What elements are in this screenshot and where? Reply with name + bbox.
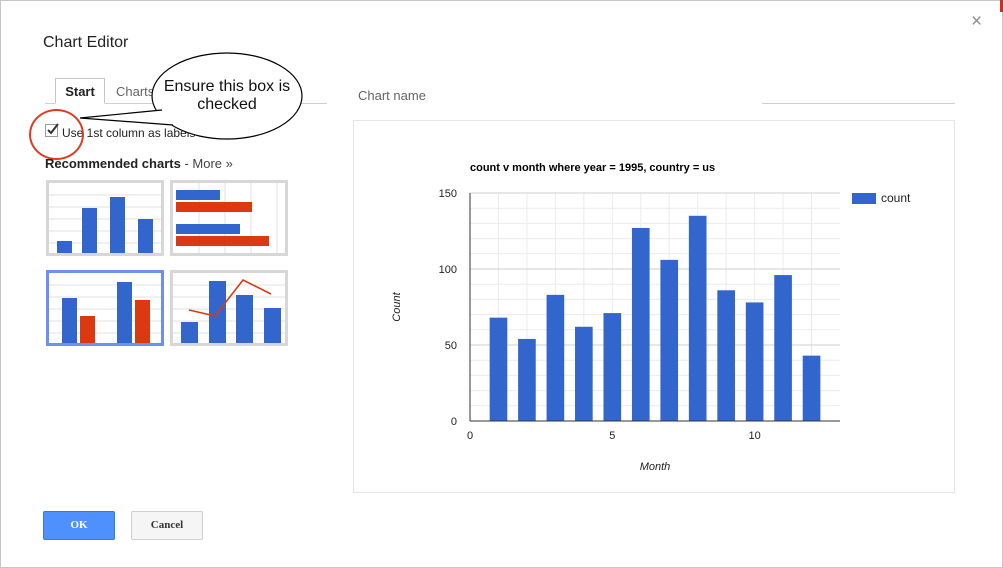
y-axis-label: Count <box>391 291 403 321</box>
chart-name-input[interactable] <box>762 103 955 104</box>
thumbnail-grouped-column-chart[interactable] <box>46 270 164 346</box>
chart-preview-panel: 0 50 100 150 0 5 10 count v month where year = … <box>353 120 955 493</box>
column-chart-icon <box>49 194 161 253</box>
annotation-line-2: checked <box>197 96 257 113</box>
combo-chart-icon <box>173 278 285 343</box>
annotation-line-1: Ensure this box is <box>163 78 291 95</box>
cancel-button[interactable]: Cancel <box>131 511 203 540</box>
chart-bar <box>802 355 821 421</box>
chart-bar <box>717 290 735 421</box>
chart-bar <box>575 326 593 421</box>
close-icon[interactable]: × <box>971 11 983 32</box>
recommended-charts-heading: Recommended charts - More » <box>45 156 233 171</box>
x-axis-label: Month <box>640 461 671 473</box>
highlight-circle <box>29 109 84 160</box>
x-tick-label: 5 <box>609 430 615 442</box>
tab-charts[interactable]: Charts <box>116 84 155 99</box>
y-tick-label: 0 <box>451 416 457 428</box>
bar-chart-icon <box>176 183 278 253</box>
thumbnail-combo-chart[interactable] <box>170 270 288 346</box>
y-tick-label: 50 <box>445 340 457 352</box>
chart-preview: 0 50 100 150 0 5 10 count v month where year = … <box>391 162 911 473</box>
chart-title: count v month where year = 1995, country… <box>470 162 715 174</box>
tab-start[interactable]: Start <box>55 78 105 104</box>
chart-bar <box>518 338 536 421</box>
grouped-column-chart-icon <box>49 282 161 343</box>
use-first-column-label: Use 1st column as labels <box>62 126 196 140</box>
chart-bar <box>745 302 764 421</box>
chart-bar <box>774 275 792 421</box>
annotation-text: Ensure this box is checked <box>158 78 296 114</box>
thumbnail-column-chart[interactable] <box>46 180 164 256</box>
legend-label: count <box>881 191 911 205</box>
annotation-callout <box>79 52 303 140</box>
chart-name-label: Chart name <box>358 88 426 103</box>
chart-bar <box>546 294 565 421</box>
chart-bar <box>489 317 508 421</box>
y-tick-label: 150 <box>439 188 457 200</box>
chart-bar <box>631 227 650 421</box>
x-tick-label: 10 <box>748 430 760 442</box>
more-charts-link[interactable]: - More » <box>184 156 233 171</box>
recommended-heading-text: Recommended charts <box>45 156 181 171</box>
window-edge-marker <box>1000 0 1003 12</box>
chart-bar <box>660 259 679 421</box>
chart-bar <box>603 313 622 421</box>
y-tick-label: 100 <box>439 264 457 276</box>
thumbnail-bar-chart[interactable] <box>170 180 288 256</box>
ok-button[interactable]: OK <box>43 511 115 540</box>
dialog-title: Chart Editor <box>43 34 129 51</box>
legend-swatch <box>852 193 876 204</box>
x-tick-label: 0 <box>467 430 473 442</box>
chart-bar <box>688 215 707 421</box>
